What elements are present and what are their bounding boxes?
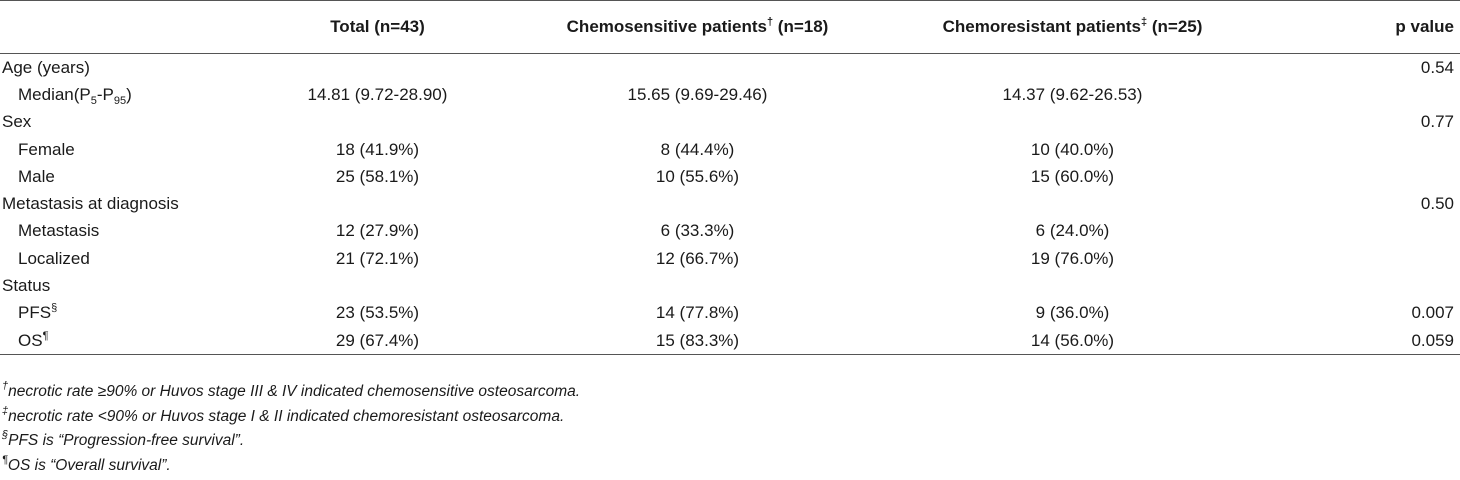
cell-chemoresistant: 14.37 (9.62-26.53) — [1002, 84, 1143, 104]
cell-total: 25 (58.1%) — [335, 166, 420, 186]
row-label-status: Status — [2, 276, 51, 296]
row-label-median: Median(P5-P95) — [18, 84, 132, 107]
cell-total: 18 (41.9%) — [335, 139, 420, 159]
row-label-age: Age (years) — [2, 57, 90, 77]
table-row: Metastasis at diagnosis 0.50 — [0, 190, 1460, 217]
table-row: Metastasis 12 (27.9%) 6 (33.3%) 6 (24.0%… — [0, 218, 1460, 245]
footnote: ¶OS is “Overall survival”. — [2, 453, 171, 474]
cell-chemoresistant: 19 (76.0%) — [1030, 248, 1115, 268]
header-p-value: p value — [1395, 17, 1454, 36]
p-value-metastasis: 0.50 — [1420, 194, 1454, 214]
cell-total: 29 (67.4%) — [335, 330, 420, 350]
characteristics-table: Total (n=43) Chemosensitive patients† (n… — [0, 0, 1460, 355]
p-value-sex: 0.77 — [1420, 112, 1454, 132]
cell-chemosensitive: 8 (44.4%) — [660, 139, 735, 159]
footnote: ‡necrotic rate <90% or Huvos stage I & I… — [2, 404, 565, 425]
cell-chemosensitive: 15 (83.3%) — [655, 330, 740, 350]
table-row: OS¶ 29 (67.4%) 15 (83.3%) 14 (56.0%) 0.0… — [0, 327, 1460, 355]
cell-chemoresistant: 9 (36.0%) — [1035, 303, 1110, 323]
table-header-row: Total (n=43) Chemosensitive patients† (n… — [0, 0, 1460, 54]
row-label-sex: Sex — [2, 112, 32, 132]
table-row: Median(P5-P95) 14.81 (9.72-28.90) 15.65 … — [0, 81, 1460, 108]
row-label-localized: Localized — [18, 248, 90, 268]
cell-total: 12 (27.9%) — [335, 221, 420, 241]
cell-chemosensitive: 15.65 (9.69-29.46) — [627, 84, 768, 104]
p-value-age: 0.54 — [1420, 57, 1454, 77]
table-row: Localized 21 (72.1%) 12 (66.7%) 19 (76.0… — [0, 245, 1460, 272]
footnote: †necrotic rate ≥90% or Huvos stage III &… — [2, 380, 581, 401]
cell-chemoresistant: 10 (40.0%) — [1030, 139, 1115, 159]
header-chemoresistant: Chemoresistant patients‡ (n=25) — [942, 16, 1203, 37]
cell-chemosensitive: 12 (66.7%) — [655, 248, 740, 268]
cell-chemoresistant: 15 (60.0%) — [1030, 166, 1115, 186]
footnote: §PFS is “Progression-free survival”. — [2, 429, 245, 450]
table-row: Age (years) 0.54 — [0, 54, 1460, 82]
table-row: Female 18 (41.9%) 8 (44.4%) 10 (40.0%) — [0, 136, 1460, 163]
row-label-metastasis: Metastasis — [18, 221, 100, 241]
row-label-os: OS¶ — [18, 329, 49, 350]
cell-chemosensitive: 10 (55.6%) — [655, 166, 740, 186]
header-total: Total (n=43) — [330, 17, 425, 36]
cell-chemosensitive: 14 (77.8%) — [655, 303, 740, 323]
table-footnotes: †necrotic rate ≥90% or Huvos stage III &… — [2, 380, 580, 478]
cell-chemosensitive: 6 (33.3%) — [660, 221, 735, 241]
cell-total: 21 (72.1%) — [335, 248, 420, 268]
cell-chemoresistant: 6 (24.0%) — [1035, 221, 1110, 241]
p-value-os: 0.059 — [1411, 330, 1454, 350]
table-row: Male 25 (58.1%) 10 (55.6%) 15 (60.0%) — [0, 163, 1460, 190]
header-chemosensitive: Chemosensitive patients† (n=18) — [566, 16, 829, 37]
row-label-pfs: PFS§ — [18, 302, 58, 323]
row-label-metastasis-at-diagnosis: Metastasis at diagnosis — [2, 194, 179, 214]
table-row: Sex 0.77 — [0, 109, 1460, 136]
table-row: PFS§ 23 (53.5%) 14 (77.8%) 9 (36.0%) 0.0… — [0, 300, 1460, 327]
row-label-male: Male — [18, 166, 55, 186]
cell-total: 14.81 (9.72-28.90) — [307, 84, 448, 104]
header-empty — [0, 1, 250, 54]
cell-total: 23 (53.5%) — [335, 303, 420, 323]
cell-chemoresistant: 14 (56.0%) — [1030, 330, 1115, 350]
row-label-female: Female — [18, 139, 75, 159]
table-row: Status — [0, 272, 1460, 299]
p-value-pfs: 0.007 — [1411, 303, 1454, 323]
